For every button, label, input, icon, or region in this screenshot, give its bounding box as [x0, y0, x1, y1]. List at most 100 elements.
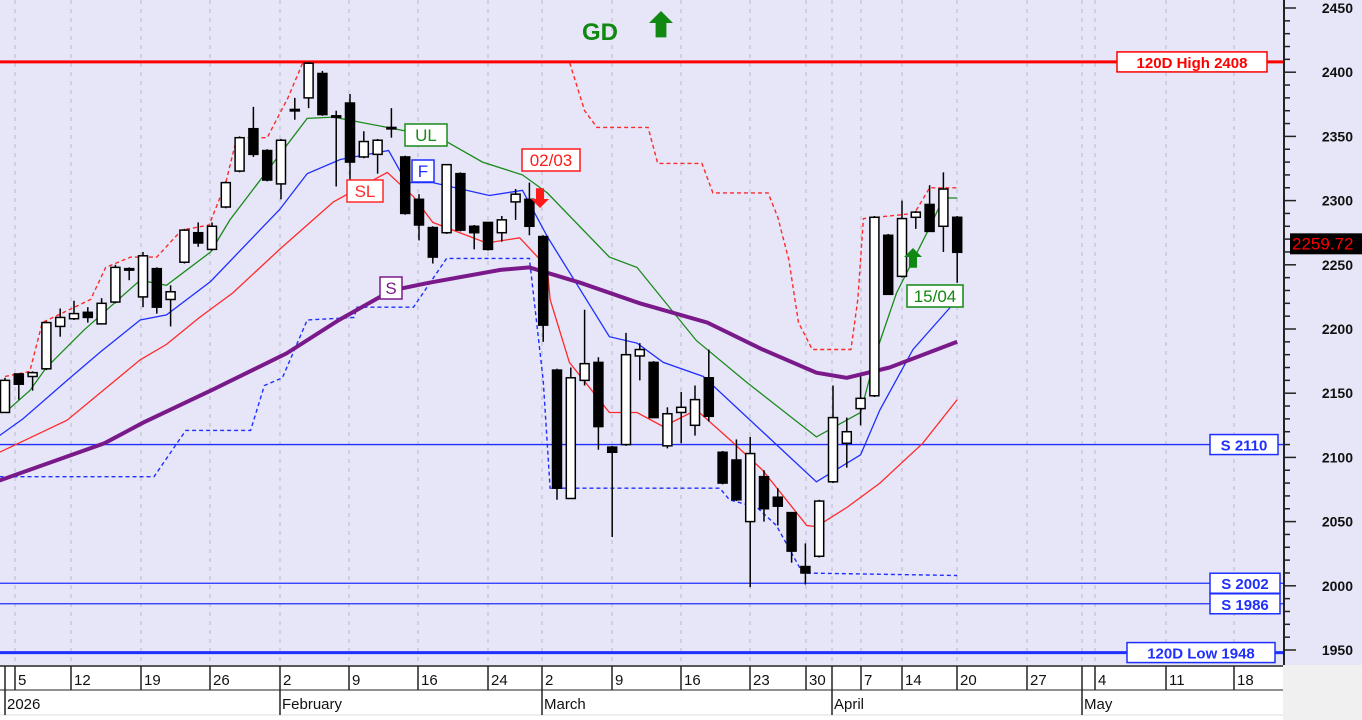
candle-body-down	[772, 496, 784, 507]
candle	[192, 222, 204, 247]
last-price-label: 2259.72	[1292, 234, 1353, 253]
x-month-label: May	[1084, 696, 1113, 713]
y-tick-label: 2400	[1322, 64, 1353, 80]
candle-body-up	[54, 316, 66, 328]
candle-body-down	[330, 115, 342, 119]
candle	[938, 172, 949, 252]
candle-body-down	[924, 203, 935, 233]
candle	[441, 163, 452, 234]
candle	[703, 349, 715, 422]
level-label: S 2110	[1221, 438, 1268, 455]
candle	[330, 110, 342, 187]
signal-label: 02/03	[530, 151, 573, 170]
series-label-s: S	[385, 279, 396, 298]
x-day-label: 16	[684, 672, 701, 689]
candle	[634, 343, 646, 381]
x-day-label: 27	[1030, 672, 1047, 689]
y-tick-label: 2150	[1322, 385, 1353, 401]
candle-body-up	[206, 225, 218, 251]
candle	[275, 138, 287, 200]
y-tick-label: 2000	[1322, 578, 1353, 594]
y-tick-label: 1950	[1322, 642, 1353, 658]
candle-body-down	[413, 198, 425, 226]
candle	[675, 391, 687, 444]
series-label-ul: UL	[415, 126, 437, 145]
x-month-label: February	[282, 696, 343, 713]
candle	[179, 228, 190, 264]
series-sl-line	[0, 171, 958, 528]
candle	[855, 376, 866, 426]
candle-body-down	[524, 198, 535, 228]
candle	[606, 445, 618, 538]
x-day-label: 5	[18, 672, 26, 689]
candle	[510, 189, 521, 220]
candle	[27, 371, 38, 391]
candle	[455, 172, 466, 232]
candle	[731, 439, 742, 502]
candle-body-up	[689, 398, 701, 427]
candle	[648, 361, 659, 419]
candle-body-up	[275, 139, 287, 185]
x-day-label: 20	[960, 672, 977, 689]
x-day-label: 12	[74, 672, 91, 689]
candle-body-up	[896, 217, 908, 278]
candle-body-down	[151, 267, 163, 308]
x-day-label: 30	[809, 672, 826, 689]
x-axis-background	[0, 665, 1283, 720]
level-lines: 120D High 2408 S 2110 S 2002 S 1986 120D Low…	[0, 51, 1283, 664]
candle-body-up	[358, 140, 370, 158]
candle	[869, 216, 880, 398]
candle	[786, 511, 797, 563]
candle-body-up	[841, 430, 853, 445]
candle	[910, 210, 922, 229]
candle	[951, 216, 963, 283]
candle	[344, 94, 356, 184]
candle	[151, 267, 163, 314]
candle-body-down	[261, 149, 273, 181]
candle	[689, 385, 701, 436]
candle	[317, 70, 328, 116]
series-label-f: F	[418, 162, 428, 181]
candle-body-up	[0, 379, 11, 414]
candle	[427, 226, 439, 264]
x-day-label: 18	[1237, 672, 1254, 689]
candle	[579, 309, 590, 386]
level-label: S 2002	[1221, 576, 1269, 593]
x-day-label: 16	[421, 672, 438, 689]
candle-body-down	[648, 361, 659, 419]
candle-body-up	[510, 193, 521, 203]
grid-lines	[14, 0, 1235, 665]
candle	[924, 185, 935, 233]
y-axis-area	[1283, 0, 1362, 665]
candle-body-up	[110, 266, 121, 303]
candle-body-up	[744, 452, 756, 523]
candle-body-down	[289, 108, 301, 112]
candle-body-up	[496, 219, 508, 234]
y-tick-label: 2250	[1322, 257, 1353, 273]
candle-body-down	[606, 446, 618, 454]
candle-body-down	[399, 156, 411, 215]
candle	[896, 200, 908, 278]
candle	[827, 385, 839, 484]
candle	[882, 233, 894, 296]
candle-body-up	[579, 362, 590, 382]
series-label-box	[346, 179, 384, 203]
candle-body-up	[179, 229, 190, 263]
candle	[717, 450, 728, 485]
candle	[744, 436, 756, 588]
candle-body-down	[455, 172, 466, 231]
candle	[496, 216, 508, 242]
candle-body-up	[96, 302, 107, 325]
y-tick-label: 2100	[1322, 449, 1353, 465]
level-label: S 1986	[1221, 597, 1269, 614]
candle-body-down	[731, 459, 742, 501]
x-day-label: 26	[213, 672, 230, 689]
candle-body-up	[620, 353, 632, 446]
series-s-line	[0, 265, 958, 483]
candle-body-up	[220, 181, 232, 208]
arrow-down-icon	[531, 188, 549, 208]
x-day-label: 7	[864, 672, 872, 689]
y-tick-label: 2050	[1322, 514, 1353, 530]
candle	[54, 308, 66, 337]
